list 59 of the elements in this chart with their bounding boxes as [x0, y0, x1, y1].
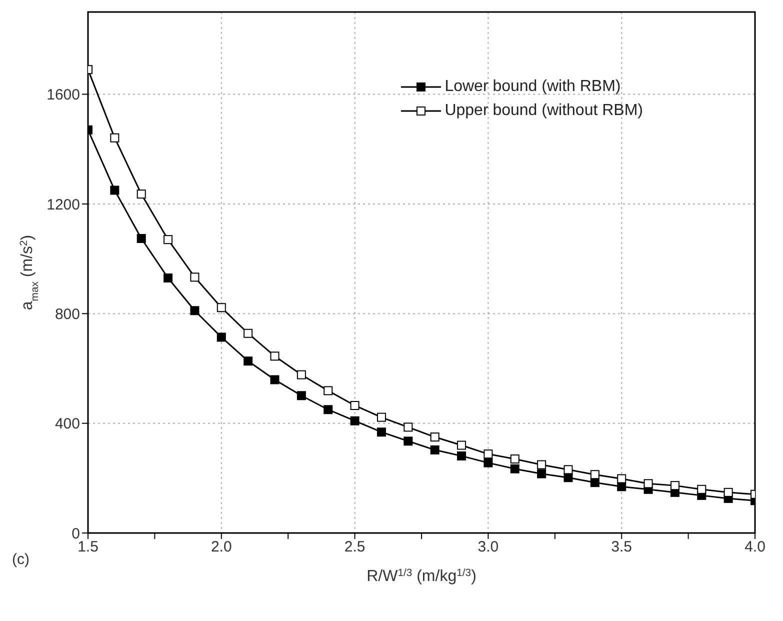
x-tick-label: 2.5: [344, 538, 366, 556]
point: [724, 488, 733, 497]
point: [404, 422, 413, 432]
point: [617, 474, 626, 484]
point: [537, 460, 546, 470]
point: [510, 464, 520, 474]
text: (c): [12, 551, 30, 568]
y-tick-label: 800: [54, 306, 80, 323]
x-tick-label: 2.0: [210, 538, 232, 556]
point: [590, 470, 600, 480]
y-tick-label: 400: [54, 416, 80, 433]
point: [564, 465, 573, 474]
x-tick-label: 1.5: [78, 538, 98, 556]
point: [324, 386, 333, 396]
point: [430, 432, 440, 442]
point: [164, 273, 173, 282]
point: [136, 190, 146, 199]
point: [324, 405, 333, 414]
point: [457, 451, 466, 460]
point: [296, 391, 306, 400]
point: [484, 450, 493, 459]
point: [110, 133, 120, 142]
point: [164, 235, 173, 244]
point: [617, 482, 626, 492]
legend-label: Upper bound (without RBM): [444, 102, 643, 120]
point: [590, 478, 600, 488]
point: [564, 473, 573, 482]
point: [216, 332, 226, 342]
point: [350, 400, 360, 410]
point: [244, 328, 253, 338]
point: [376, 428, 386, 437]
y-tick-label: 1600: [46, 86, 80, 104]
point: [670, 481, 680, 490]
point: [110, 186, 120, 195]
point: [404, 436, 413, 446]
point: [270, 352, 280, 361]
x-tick-label: 4.0: [744, 538, 766, 556]
point: [537, 469, 546, 478]
point: [510, 454, 520, 464]
point: [376, 412, 386, 422]
point: [296, 370, 306, 380]
y-tick-label: 0: [72, 525, 80, 542]
point: [190, 306, 200, 316]
point: [484, 458, 493, 468]
point: [457, 440, 466, 450]
point: [270, 375, 280, 384]
x-axis-title: R/W$^{1/3}$ (m/kg$^{1/3}$): [366, 568, 476, 585]
y-tick-label: 1200: [46, 196, 80, 214]
legend-label: Lower bound (with RBM): [444, 78, 621, 96]
point: [430, 445, 440, 454]
point: [244, 356, 253, 366]
point: [216, 303, 226, 312]
x-tick-label: 3.0: [478, 538, 499, 556]
x-tick-label: 3.5: [611, 538, 632, 556]
point: [644, 479, 653, 488]
point: [697, 484, 706, 494]
point: [350, 416, 360, 426]
point: [136, 234, 146, 243]
point: [190, 272, 200, 282]
